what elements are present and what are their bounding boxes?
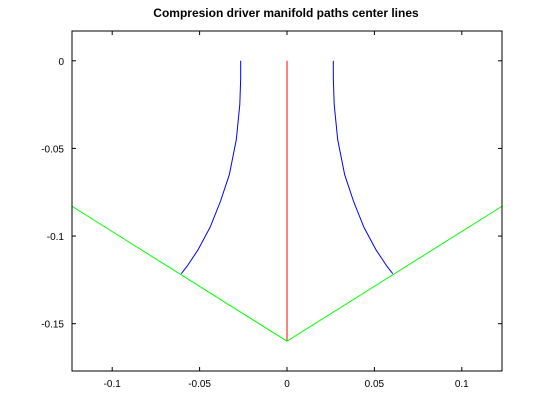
plot-area bbox=[71, 60, 503, 342]
x-tick-label: -0.1 bbox=[104, 379, 122, 390]
axis-ticks: -0.1 -0.05 0 0.05 0.1 0 -0.05 -0.1 -0.15 bbox=[41, 31, 502, 390]
x-tick-label: 0 bbox=[284, 379, 290, 390]
y-tick-label: 0 bbox=[58, 57, 64, 68]
y-tick-label: -0.1 bbox=[47, 232, 65, 243]
series-line-1 bbox=[180, 60, 242, 275]
series-line-2 bbox=[332, 60, 394, 275]
y-tick-label: -0.15 bbox=[41, 320, 64, 331]
series-line-4 bbox=[71, 205, 503, 342]
y-tick-label: -0.05 bbox=[41, 144, 64, 155]
x-tick-label: -0.05 bbox=[188, 379, 211, 390]
x-tick-label: 0.05 bbox=[365, 379, 385, 390]
chart-title: Compresion driver manifold paths center … bbox=[153, 6, 419, 20]
x-tick-label: 0.1 bbox=[455, 379, 469, 390]
